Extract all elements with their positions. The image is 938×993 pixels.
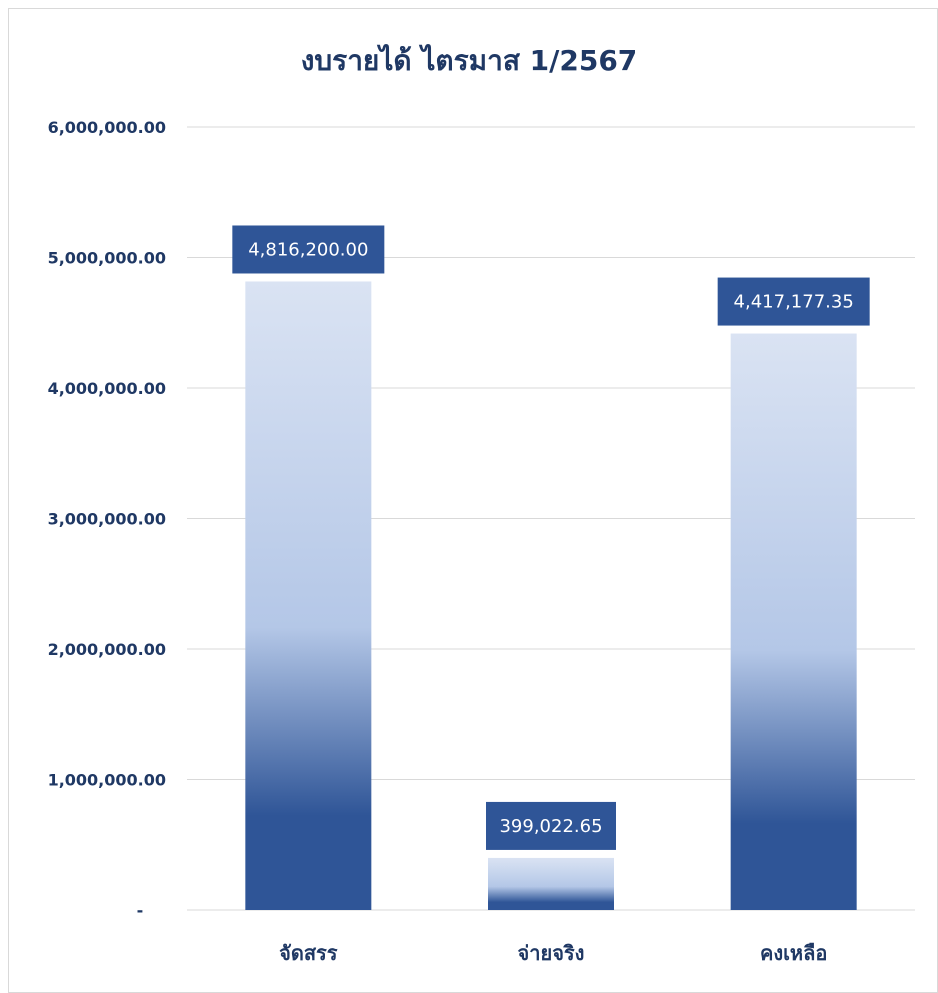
y-tick-label: 2,000,000.00 [48, 640, 166, 659]
y-tick-label: 1,000,000.00 [48, 771, 166, 790]
data-label-box [717, 277, 870, 326]
data-label-box [232, 225, 385, 274]
data-label: 4,417,177.35 [734, 292, 854, 313]
y-tick-label: 6,000,000.00 [48, 118, 166, 137]
y-tick-label: 3,000,000.00 [48, 510, 166, 529]
chart-title: งบรายได้ ไตรมาส 1/2567 [301, 44, 638, 77]
data-label-box [486, 801, 616, 850]
data-labels: 4,816,200.00 399,022.65 4,417,177.35 [232, 225, 870, 850]
y-tick-label: 4,000,000.00 [48, 379, 166, 398]
x-category-label: คงเหลือ [760, 941, 827, 965]
data-label: 4,816,200.00 [248, 239, 368, 260]
bar [488, 857, 614, 910]
y-tick-label: - [137, 901, 144, 920]
y-axis-ticks: - 1,000,000.00 2,000,000.00 3,000,000.00 4,0… [48, 118, 166, 920]
x-category-label: จ่ายจริง [518, 941, 585, 965]
x-category-label: จัดสรร [279, 941, 338, 965]
bar [730, 333, 857, 910]
y-tick-label: 5,000,000.00 [48, 249, 166, 268]
bar [245, 281, 372, 910]
bars [245, 281, 857, 910]
x-axis-categories: จัดสรร จ่ายจริง คงเหลือ [279, 941, 827, 965]
data-label: 399,022.65 [499, 816, 602, 837]
